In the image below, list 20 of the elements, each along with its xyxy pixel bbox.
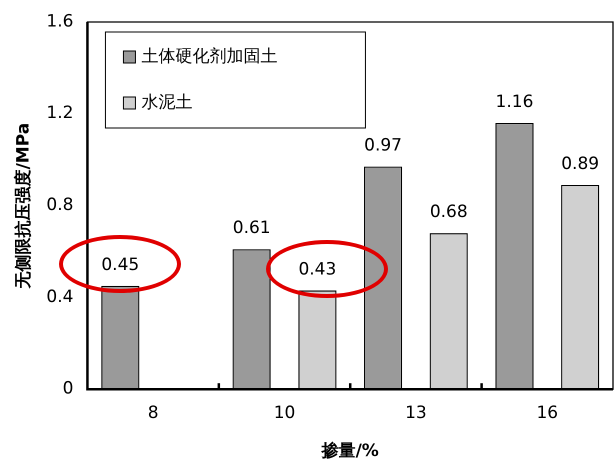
data-label: 0.43 <box>298 259 336 280</box>
data-label: 1.16 <box>496 92 534 112</box>
legend-label: 土体硬化剂加固土 <box>141 46 278 66</box>
data-label: 0.61 <box>232 218 271 238</box>
y-tick-label: 0 <box>62 378 74 399</box>
y-tick-label: 0.8 <box>46 195 74 216</box>
data-label: 0.68 <box>430 202 468 222</box>
data-label: 0.89 <box>561 154 600 174</box>
data-label: 0.97 <box>364 136 402 156</box>
x-tick-label: 16 <box>536 402 558 423</box>
x-axis-title: 掺量/% <box>320 441 379 462</box>
y-tick-label: 1.2 <box>46 103 74 124</box>
x-tick-label: 13 <box>405 402 427 423</box>
x-tick-label: 8 <box>148 402 159 423</box>
data-label: 0.45 <box>101 254 140 275</box>
y-axis-title: 无侧限抗压强度/MPa <box>14 122 34 290</box>
y-tick-label: 0.4 <box>46 286 74 307</box>
y-tick-label: 1.6 <box>46 11 74 32</box>
legend-label: 水泥土 <box>141 92 192 112</box>
x-tick-label: 10 <box>274 402 296 423</box>
